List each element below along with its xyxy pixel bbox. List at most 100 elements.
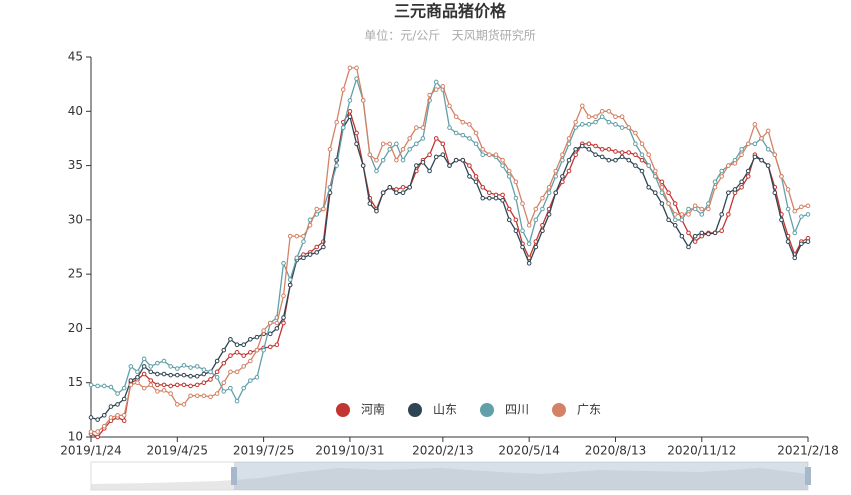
point: [679, 233, 685, 239]
point: [799, 204, 804, 210]
point: [785, 239, 791, 244]
point: [653, 168, 658, 174]
series: [88, 108, 811, 440]
point: [692, 239, 698, 244]
point: [128, 378, 134, 383]
point: [95, 383, 100, 389]
zoom-handle-left[interactable]: [231, 467, 237, 485]
point: [739, 146, 744, 152]
point: [726, 190, 731, 196]
point: [805, 203, 811, 209]
point: [155, 382, 160, 388]
point: [513, 228, 519, 234]
point: [480, 184, 485, 190]
legend-marker: [480, 403, 494, 417]
point: [95, 429, 100, 434]
point: [181, 363, 187, 368]
point: [533, 244, 539, 250]
point: [513, 217, 519, 223]
point: [480, 152, 485, 158]
point: [639, 157, 645, 163]
point: [414, 125, 419, 130]
point: [433, 136, 439, 141]
x-tick-label: 2019/7/25: [233, 444, 295, 458]
x-tick-label: 2019/1/24: [60, 444, 122, 458]
point: [367, 201, 373, 206]
point: [135, 369, 140, 375]
point: [606, 146, 612, 152]
legend-label: 四川: [505, 403, 529, 417]
point: [354, 76, 359, 82]
point: [453, 157, 459, 163]
legend-label: 广东: [577, 403, 601, 417]
point: [407, 136, 412, 141]
point: [420, 136, 426, 141]
point: [321, 244, 326, 250]
point: [301, 239, 306, 244]
point: [201, 393, 207, 399]
point: [234, 350, 240, 355]
point: [241, 385, 246, 391]
point: [394, 157, 399, 163]
point: [208, 369, 213, 375]
point: [447, 163, 452, 168]
point: [759, 157, 764, 163]
point: [340, 87, 346, 92]
point: [135, 374, 140, 380]
point: [460, 132, 466, 138]
point: [593, 152, 598, 158]
point: [221, 389, 227, 394]
point: [221, 380, 227, 386]
point: [699, 230, 705, 236]
point: [593, 114, 598, 120]
point: [739, 184, 744, 190]
point: [228, 336, 233, 342]
point: [526, 241, 532, 247]
zoom-window[interactable]: [234, 462, 808, 490]
chart-title: 三元商品猪价格: [394, 2, 507, 21]
point: [194, 393, 200, 399]
point: [719, 174, 724, 179]
zoom-handle-right[interactable]: [805, 467, 811, 485]
point: [506, 168, 512, 174]
point: [201, 367, 207, 372]
point: [772, 190, 778, 196]
point: [168, 372, 173, 378]
point: [745, 174, 751, 179]
point: [553, 168, 559, 174]
point: [347, 114, 353, 120]
point: [613, 122, 618, 127]
point: [360, 98, 366, 103]
point: [453, 114, 459, 120]
point: [759, 136, 764, 141]
point: [646, 163, 651, 168]
point: [108, 384, 114, 390]
point: [712, 184, 718, 190]
point: [201, 371, 207, 377]
chart-subtitle: 单位：元/公斤 天风期货研究所: [364, 28, 536, 43]
point: [181, 372, 187, 378]
point: [792, 255, 798, 261]
point: [294, 255, 300, 261]
point: [659, 184, 665, 190]
point: [500, 192, 505, 198]
point: [639, 152, 645, 158]
point: [340, 125, 346, 130]
data-zoom[interactable]: [90, 461, 811, 491]
point: [626, 157, 632, 163]
point: [672, 217, 678, 223]
x-tick-label: 2020/11/12: [667, 444, 736, 458]
point: [121, 396, 127, 402]
point: [487, 152, 492, 158]
point: [347, 65, 353, 71]
point: [214, 358, 220, 364]
point: [188, 383, 193, 389]
point: [281, 293, 286, 299]
point: [314, 250, 320, 255]
point: [639, 141, 645, 147]
point: [586, 122, 592, 127]
point: [666, 217, 671, 223]
point: [765, 128, 771, 134]
point: [141, 356, 147, 362]
point: [480, 195, 485, 201]
